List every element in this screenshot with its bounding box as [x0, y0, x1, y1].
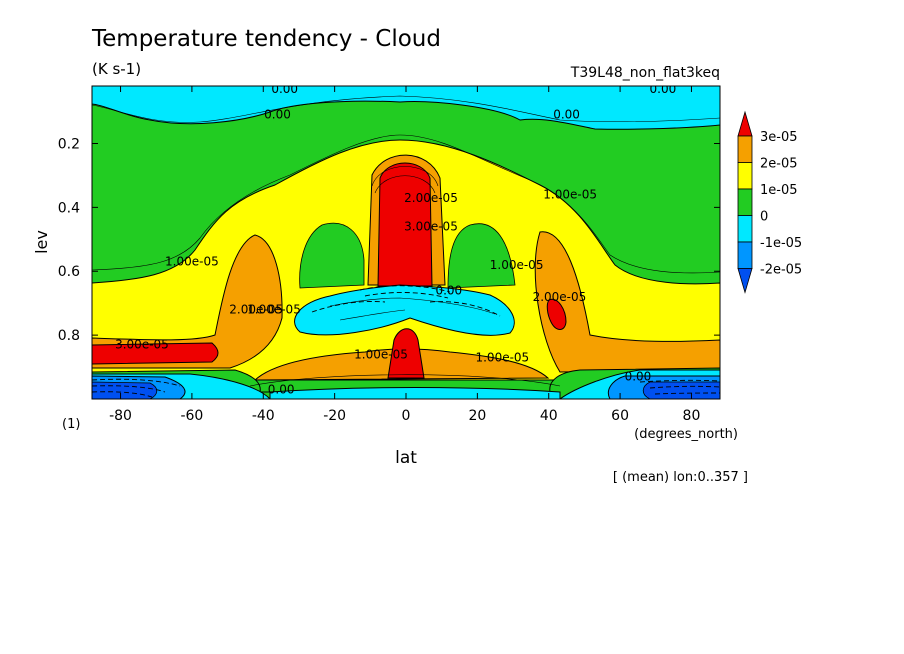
- x-tick-label: 60: [611, 408, 629, 424]
- contour-fill-top-negative: [92, 86, 720, 130]
- contour-fill-green-right-pocket: [447, 223, 516, 289]
- colorbar-label: 3e-05: [760, 130, 798, 145]
- contour-fill-deepblue-surface-left: [92, 381, 158, 399]
- contour-label: 0.00: [264, 108, 291, 122]
- contour-fill-red-left: [92, 342, 219, 365]
- contour-label: 2.00e-05: [533, 290, 587, 304]
- colorbar-label: 2e-05: [760, 157, 798, 172]
- contour-fill-green-left-pocket: [299, 222, 365, 289]
- contour-label: 1.00e-05: [543, 188, 597, 202]
- inner-contour-lines: [92, 95, 720, 387]
- colorbar-label: -1e-05: [760, 236, 802, 251]
- y-tick-label: 0.2: [58, 136, 80, 152]
- x-axis-unit: (degrees_north): [634, 427, 738, 442]
- x-tick-label: -40: [252, 408, 275, 424]
- contour-fill-deepblue-surface-right: [642, 381, 720, 399]
- contour-label: 0.00: [553, 108, 580, 122]
- plot-area: 0.00 0.00 0.00 0.00 0.00 0.00 0.00 1.00e-05 1.00…: [92, 82, 720, 399]
- dashed-negative-contours: [92, 285, 720, 398]
- contour-label: 0.00: [435, 283, 462, 297]
- y-axis-label: lev: [32, 230, 51, 254]
- y-axis-unit: (1): [62, 417, 80, 432]
- colorbar-top-triangle: [737, 110, 753, 137]
- chart-units: (K s-1): [92, 60, 141, 78]
- colorbar-box: [737, 215, 753, 243]
- colorbar-box: [737, 162, 753, 190]
- x-tick-label: 0: [402, 408, 411, 424]
- contour-fill-red-bottom-center: [387, 328, 425, 379]
- x-tick-label: -20: [323, 408, 346, 424]
- contour-label: 2.00e-05: [229, 303, 283, 317]
- y-tick-label: 0.8: [58, 328, 80, 344]
- run-label: T39L48_non_flat3keq: [570, 65, 720, 81]
- contour-fill-orange-left: [92, 234, 283, 369]
- contour-label: 0.00: [650, 82, 677, 96]
- x-tick-label: 20: [468, 408, 486, 424]
- contour-label: 1.00e-05: [475, 350, 529, 364]
- colorbar-label: -2e-05: [760, 263, 802, 278]
- contour-fill-red-center: [377, 162, 433, 287]
- x-axis-ticks: -80 -60 -40 -20 0 20 40 60 80: [109, 86, 700, 424]
- y-axis-ticks: 0.2 0.4 0.6 0.8: [58, 136, 720, 344]
- contour-label: 0.00: [271, 82, 298, 96]
- contour-fill-orange-right: [534, 231, 720, 373]
- x-tick-label: 40: [540, 408, 558, 424]
- colorbar-bottom-triangle: [737, 268, 753, 294]
- contour-label: 2.00e-05: [404, 191, 458, 205]
- contour-label: 1.00e-05: [490, 258, 544, 272]
- contour-fill-cyan-surface-center: [269, 387, 561, 399]
- contour-label: 0.00: [268, 382, 295, 396]
- colorbar-legend: 3e-05 2e-05 1e-05 0 -1e-05 -2e-05: [737, 110, 802, 294]
- x-axis-label: lat: [395, 448, 417, 468]
- contour-fill-red-right-spot: [546, 298, 567, 330]
- contour-label: 1.00e-05: [354, 347, 408, 361]
- contour-label-layer: 0.00 0.00 0.00 0.00 0.00 0.00 0.00 1.00e-05 1.00…: [115, 82, 677, 396]
- colorbar-box: [737, 188, 753, 216]
- averaging-note: [ (mean) lon:0..357 ]: [613, 470, 748, 485]
- chart-title: Temperature tendency - Cloud: [91, 26, 441, 52]
- x-tick-label: -60: [180, 408, 203, 424]
- colorbar-label: 0: [760, 210, 768, 225]
- contour-label: 1.00e-05: [165, 255, 219, 269]
- contour-label: 1.00e-05: [247, 303, 301, 317]
- contour-label: 0.00: [625, 370, 652, 384]
- colorbar-box: [737, 241, 753, 269]
- y-tick-label: 0.6: [58, 264, 80, 280]
- colorbar-label: 1e-05: [760, 183, 798, 198]
- contour-label: 3.00e-05: [404, 220, 458, 234]
- x-tick-label: -80: [109, 408, 132, 424]
- colorbar-box: [737, 135, 753, 163]
- x-tick-label: 80: [683, 408, 701, 424]
- y-tick-label: 0.4: [58, 200, 80, 216]
- contour-label: 3.00e-05: [115, 338, 169, 352]
